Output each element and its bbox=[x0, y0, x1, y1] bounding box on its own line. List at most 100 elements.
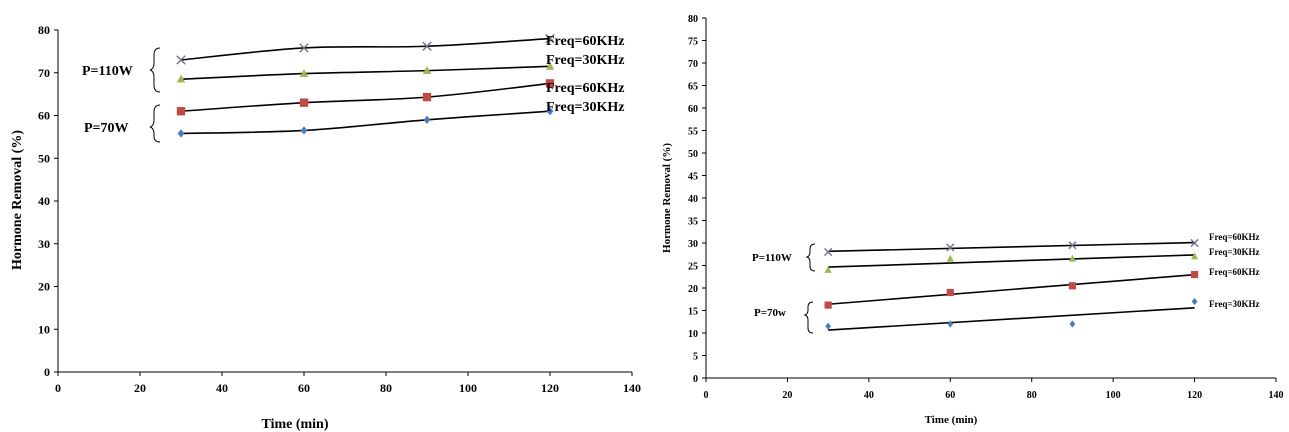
data-point-diamond bbox=[300, 126, 308, 135]
data-point-cross bbox=[824, 247, 833, 257]
x-tick-label: 80 bbox=[1027, 390, 1037, 401]
right-bracket-110w bbox=[805, 243, 816, 272]
y-tick-label: 0 bbox=[693, 374, 698, 385]
y-tick-label: 70 bbox=[688, 59, 698, 70]
right-bracket-70w bbox=[803, 301, 814, 334]
right-series-label-60khz-70w: Freq=60KHz bbox=[1209, 267, 1259, 277]
x-tick-label: 0 bbox=[55, 381, 61, 395]
y-tick-label: 60 bbox=[38, 109, 50, 123]
x-tick-label: 60 bbox=[945, 390, 955, 401]
left-series-label-30khz-70w: Freq=30KHz bbox=[546, 100, 624, 115]
left-bracket-70w bbox=[149, 104, 161, 143]
data-point-cross bbox=[545, 33, 555, 44]
x-tick-label: 40 bbox=[216, 381, 228, 395]
data-point-square bbox=[1068, 282, 1077, 290]
data-point-diamond bbox=[1191, 297, 1198, 306]
y-tick-label: 55 bbox=[688, 127, 698, 138]
y-tick-label: 10 bbox=[688, 329, 698, 340]
right-series-label-30khz-70w: Freq=30KHz bbox=[1209, 299, 1259, 309]
left-series-label-30khz-110w: Freq=30KHz bbox=[546, 53, 624, 68]
y-tick-label: 35 bbox=[688, 217, 698, 228]
trend-line bbox=[828, 241, 1195, 253]
data-point-square bbox=[176, 107, 186, 116]
data-point-square bbox=[299, 98, 309, 107]
x-tick-label: 100 bbox=[1106, 390, 1121, 401]
data-point-square bbox=[1190, 270, 1199, 279]
x-tick-label: 80 bbox=[380, 381, 392, 395]
data-point-square bbox=[545, 79, 555, 88]
y-tick-label: 25 bbox=[688, 262, 698, 273]
x-tick-label: 20 bbox=[782, 390, 792, 401]
trend-line bbox=[828, 307, 1195, 331]
right-chart: 0 5 10 15 20 25 30 35 40 45 50 55 60 65 70 75 80 0 20 40 60… bbox=[661, 14, 1284, 426]
right-x-axis-label: Time (min) bbox=[925, 414, 978, 426]
y-tick-label: 30 bbox=[688, 239, 698, 250]
x-tick-label: 60 bbox=[298, 381, 310, 395]
y-tick-label: 60 bbox=[688, 104, 698, 115]
right-series-label-60khz-110w: Freq=60KHz bbox=[1209, 232, 1259, 242]
trend-line bbox=[180, 37, 551, 61]
trend-line bbox=[180, 82, 551, 113]
trend-line bbox=[180, 65, 551, 80]
left-x-axis-label: Time (min) bbox=[261, 417, 328, 432]
data-point-cross bbox=[946, 243, 955, 252]
data-point-cross bbox=[1190, 238, 1199, 248]
data-point-triangle bbox=[946, 254, 954, 262]
data-point-square bbox=[824, 301, 832, 309]
y-tick-label: 45 bbox=[688, 172, 698, 183]
left-series-label-60khz-70w: Freq=60KHz bbox=[546, 81, 624, 96]
data-point-triangle bbox=[824, 266, 832, 273]
y-tick-label: 0 bbox=[44, 365, 50, 379]
trend-line bbox=[828, 273, 1195, 306]
left-y-axis-label: Hormone Removal (%) bbox=[10, 130, 25, 270]
data-point-cross bbox=[176, 55, 186, 65]
y-tick-label: 5 bbox=[693, 352, 698, 363]
y-tick-label: 10 bbox=[38, 322, 50, 336]
data-point-cross bbox=[299, 43, 309, 53]
x-tick-label: 140 bbox=[623, 381, 641, 395]
y-tick-label: 30 bbox=[38, 237, 50, 251]
y-tick-label: 20 bbox=[38, 280, 50, 294]
data-point-diamond bbox=[825, 322, 832, 330]
trend-line bbox=[828, 254, 1195, 268]
x-tick-label: 100 bbox=[459, 381, 477, 395]
y-tick-label: 40 bbox=[688, 194, 698, 205]
left-group-label-70w: P=70W bbox=[84, 121, 129, 136]
right-y-axis-label: Hormone Removal (%) bbox=[661, 143, 673, 253]
y-tick-label: 70 bbox=[38, 66, 50, 80]
data-point-diamond bbox=[423, 115, 431, 124]
data-point-triangle bbox=[1190, 252, 1199, 260]
y-tick-label: 65 bbox=[688, 82, 698, 93]
data-point-cross bbox=[1068, 241, 1077, 250]
data-point-diamond bbox=[1069, 320, 1076, 328]
x-tick-label: 140 bbox=[1269, 390, 1284, 401]
y-tick-label: 50 bbox=[688, 149, 698, 160]
data-point-triangle bbox=[1068, 254, 1077, 262]
x-tick-label: 120 bbox=[541, 381, 559, 395]
left-chart: 0 10 20 30 40 50 60 70 80 0 20 40 60 80 100 120 140 Tim… bbox=[10, 23, 641, 432]
x-tick-label: 0 bbox=[704, 390, 709, 401]
x-tick-label: 120 bbox=[1187, 390, 1202, 401]
y-tick-label: 50 bbox=[38, 151, 50, 165]
right-group-label-70w: P=70w bbox=[754, 307, 786, 319]
left-group-label-110w: P=110W bbox=[82, 64, 133, 79]
left-bracket-110w bbox=[149, 47, 161, 93]
y-tick-label: 20 bbox=[688, 284, 698, 295]
x-tick-label: 40 bbox=[864, 390, 874, 401]
data-point-triangle bbox=[299, 68, 309, 77]
data-point-diamond bbox=[177, 129, 185, 138]
right-series-label-30khz-110w: Freq=30KHz bbox=[1209, 247, 1259, 257]
data-point-triangle bbox=[176, 74, 186, 83]
data-point-diamond bbox=[546, 107, 554, 116]
left-series-label-60khz-110w: Freq=60KHz bbox=[546, 34, 624, 49]
y-tick-label: 80 bbox=[38, 23, 50, 37]
y-tick-label: 15 bbox=[688, 307, 698, 318]
data-point-triangle bbox=[545, 61, 555, 70]
trend-line bbox=[180, 110, 551, 135]
data-point-diamond bbox=[947, 320, 954, 328]
x-tick-label: 20 bbox=[134, 381, 146, 395]
y-tick-label: 80 bbox=[688, 14, 698, 25]
data-point-triangle bbox=[422, 65, 432, 74]
data-point-cross bbox=[422, 41, 432, 51]
